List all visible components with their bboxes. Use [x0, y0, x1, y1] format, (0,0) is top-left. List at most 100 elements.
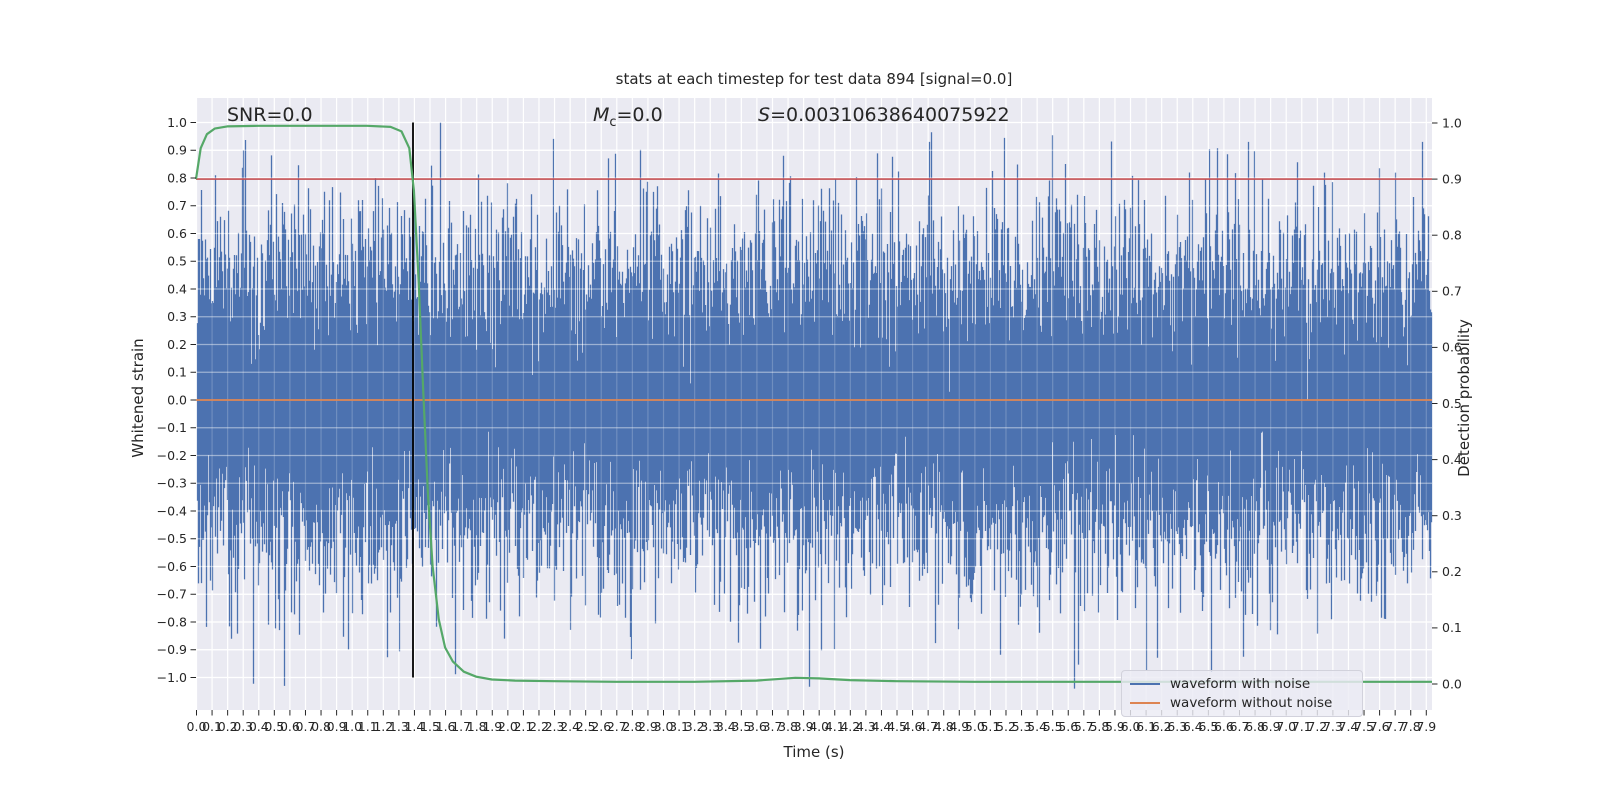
- svg-text:3.1: 3.1: [669, 719, 689, 734]
- y-axis-label-right: Detection probability: [1455, 319, 1473, 477]
- svg-text:2.3: 2.3: [545, 719, 565, 734]
- svg-text:6.1: 6.1: [1136, 719, 1156, 734]
- svg-text:−0.6: −0.6: [157, 559, 187, 574]
- svg-text:6.6: 6.6: [1214, 719, 1234, 734]
- axis-tick-labels: 1.00.90.80.70.60.50.40.30.20.10.0−0.1−0.…: [157, 115, 1462, 734]
- svg-text:5.0: 5.0: [965, 719, 985, 734]
- svg-text:0.5: 0.5: [167, 254, 187, 269]
- svg-text:7.0: 7.0: [1276, 719, 1296, 734]
- svg-text:4.9: 4.9: [949, 719, 969, 734]
- svg-text:5.9: 5.9: [1105, 719, 1125, 734]
- svg-text:−0.4: −0.4: [157, 503, 187, 518]
- svg-text:0.8: 0.8: [311, 719, 331, 734]
- svg-text:4.1: 4.1: [825, 719, 845, 734]
- svg-text:6.4: 6.4: [1183, 719, 1203, 734]
- svg-text:7.3: 7.3: [1323, 719, 1343, 734]
- svg-text:1.0: 1.0: [342, 719, 362, 734]
- svg-text:6.5: 6.5: [1198, 719, 1218, 734]
- legend-label: waveform without noise: [1170, 694, 1333, 711]
- svg-text:5.3: 5.3: [1012, 719, 1032, 734]
- y-axis-label-left: Whitened strain: [129, 338, 147, 458]
- svg-text:0.1: 0.1: [1442, 620, 1462, 635]
- svg-text:0.7: 0.7: [167, 198, 187, 213]
- svg-text:3.4: 3.4: [716, 719, 736, 734]
- gridline-overlay: [195, 98, 1432, 710]
- svg-text:1.3: 1.3: [389, 719, 409, 734]
- svg-text:1.8: 1.8: [467, 719, 487, 734]
- svg-text:4.4: 4.4: [872, 719, 892, 734]
- svg-text:7.7: 7.7: [1385, 719, 1405, 734]
- svg-text:3.9: 3.9: [794, 719, 814, 734]
- svg-text:5.6: 5.6: [1058, 719, 1078, 734]
- svg-text:4.8: 4.8: [934, 719, 954, 734]
- svg-text:6.7: 6.7: [1230, 719, 1250, 734]
- legend-label: waveform with noise: [1170, 675, 1311, 692]
- svg-text:3.2: 3.2: [685, 719, 705, 734]
- svg-text:6.8: 6.8: [1245, 719, 1265, 734]
- svg-text:0.8: 0.8: [1442, 228, 1462, 243]
- svg-text:6.3: 6.3: [1167, 719, 1187, 734]
- svg-text:0.5: 0.5: [264, 719, 284, 734]
- chart-title: stats at each timestep for test data 894…: [615, 70, 1013, 88]
- svg-text:0.4: 0.4: [167, 281, 187, 296]
- chirp-mass-value: =0.0: [616, 104, 663, 126]
- svg-text:1.6: 1.6: [436, 719, 456, 734]
- svg-text:5.8: 5.8: [1089, 719, 1109, 734]
- svg-text:1.9: 1.9: [482, 719, 502, 734]
- svg-text:0.3: 0.3: [167, 309, 187, 324]
- svg-text:4.6: 4.6: [903, 719, 923, 734]
- x-axis-label: Time (s): [783, 743, 845, 761]
- svg-text:1.7: 1.7: [451, 719, 471, 734]
- waveform-with-noise-series: [196, 122, 1433, 689]
- svg-text:2.2: 2.2: [529, 719, 549, 734]
- svg-text:0.6: 0.6: [280, 719, 300, 734]
- svg-text:2.0: 2.0: [498, 719, 518, 734]
- legend: waveform with noise waveform without noi…: [1121, 670, 1363, 717]
- svg-text:4.3: 4.3: [856, 719, 876, 734]
- svg-text:7.2: 7.2: [1307, 719, 1327, 734]
- svg-text:3.7: 3.7: [763, 719, 783, 734]
- legend-swatch-orange-line: [1130, 701, 1160, 704]
- svg-text:0.3: 0.3: [233, 719, 253, 734]
- svg-text:0.0: 0.0: [167, 392, 187, 407]
- svg-text:0.9: 0.9: [1442, 171, 1462, 186]
- svg-text:4.2: 4.2: [840, 719, 860, 734]
- svg-text:5.2: 5.2: [996, 719, 1016, 734]
- svg-text:5.5: 5.5: [1043, 719, 1063, 734]
- svg-text:−1.0: −1.0: [157, 670, 187, 685]
- svg-text:7.6: 7.6: [1370, 719, 1390, 734]
- svg-text:2.8: 2.8: [622, 719, 642, 734]
- svg-text:0.8: 0.8: [167, 170, 187, 185]
- svg-text:1.1: 1.1: [358, 719, 378, 734]
- detection-probability-series: [194, 124, 1432, 683]
- svg-text:−0.2: −0.2: [157, 448, 187, 463]
- chirp-mass-subscript: c: [609, 114, 617, 130]
- svg-text:1.0: 1.0: [1442, 115, 1462, 130]
- svg-text:2.6: 2.6: [591, 719, 611, 734]
- svg-text:5.4: 5.4: [1027, 719, 1047, 734]
- svg-text:2.1: 2.1: [513, 719, 533, 734]
- svg-text:6.2: 6.2: [1152, 719, 1172, 734]
- snr-annotation: SNR=0.0: [227, 104, 313, 126]
- svg-text:3.5: 3.5: [731, 719, 751, 734]
- svg-text:0.7: 0.7: [296, 719, 316, 734]
- svg-text:0.9: 0.9: [167, 143, 187, 158]
- svg-text:0.4: 0.4: [249, 719, 269, 734]
- svg-text:2.4: 2.4: [560, 719, 580, 734]
- svg-text:1.5: 1.5: [420, 719, 440, 734]
- svg-text:0.6: 0.6: [167, 226, 187, 241]
- svg-text:−0.9: −0.9: [157, 642, 187, 657]
- svg-text:1.2: 1.2: [373, 719, 393, 734]
- svg-text:0.3: 0.3: [1442, 508, 1462, 523]
- svg-text:−0.1: −0.1: [157, 420, 187, 435]
- svg-text:3.3: 3.3: [700, 719, 720, 734]
- statistic-symbol: S: [758, 104, 771, 126]
- svg-text:2.9: 2.9: [638, 719, 658, 734]
- svg-text:−0.8: −0.8: [157, 614, 187, 629]
- svg-text:5.1: 5.1: [980, 719, 1000, 734]
- svg-text:3.8: 3.8: [778, 719, 798, 734]
- svg-text:0.2: 0.2: [218, 719, 238, 734]
- svg-text:1.0: 1.0: [167, 115, 187, 130]
